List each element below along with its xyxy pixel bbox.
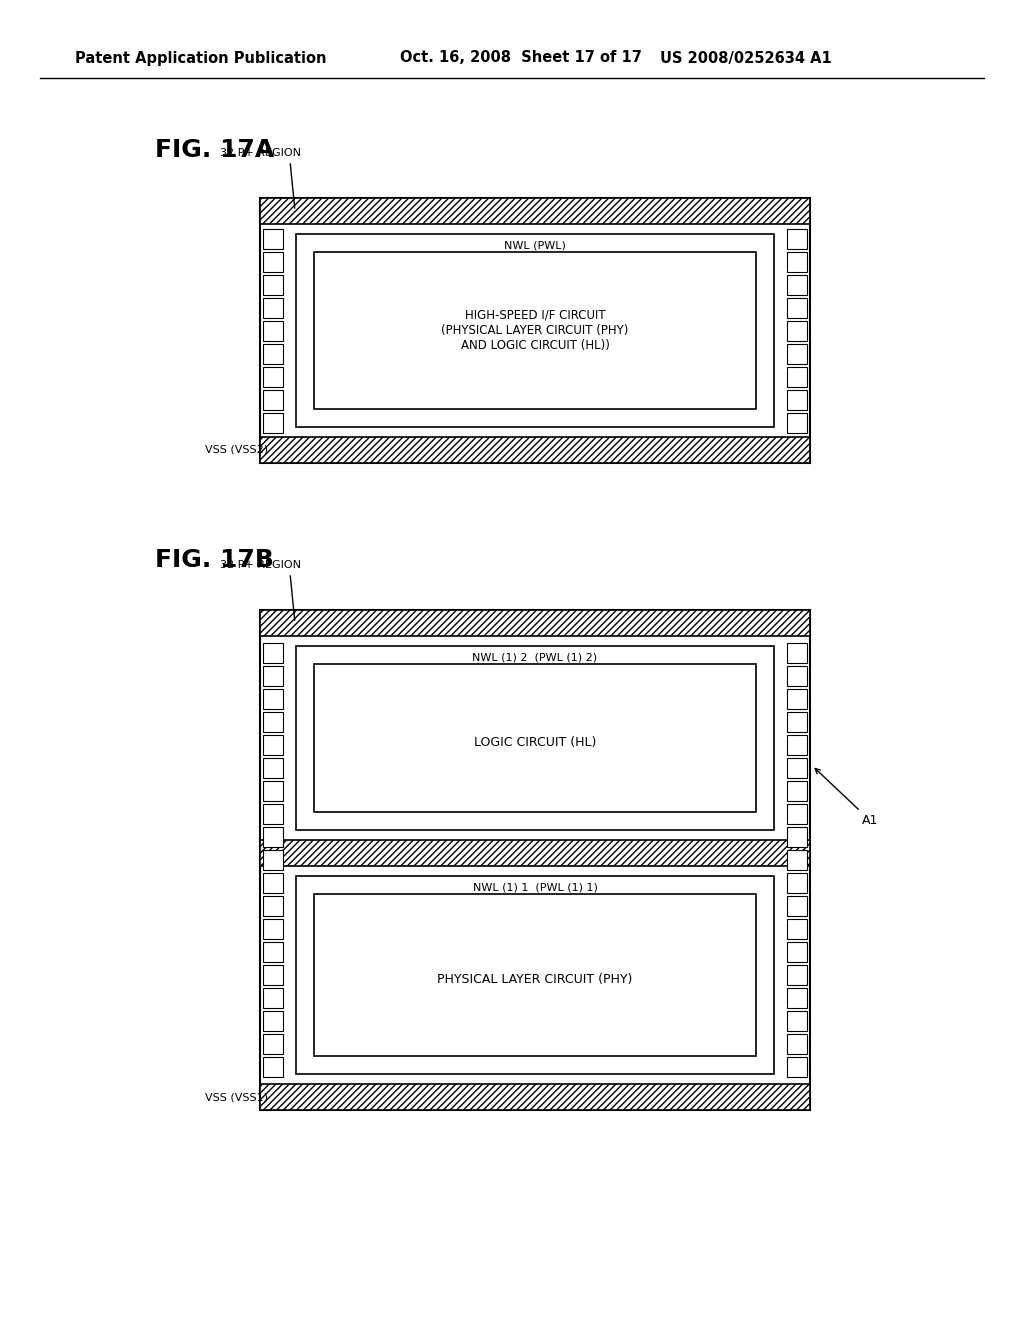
Bar [263, 1034, 283, 1053]
Bar [787, 389, 807, 409]
Bar [263, 667, 283, 686]
Bar [260, 610, 810, 636]
Bar [263, 873, 283, 894]
Bar [260, 437, 810, 463]
Bar [787, 896, 807, 916]
Bar [263, 275, 283, 294]
Text: VSS (VSS1): VSS (VSS1) [205, 1092, 268, 1102]
Text: NWL (PWL): NWL (PWL) [504, 242, 566, 251]
Bar [296, 876, 774, 1074]
Text: NWL (1) 1  (PWL (1) 1): NWL (1) 1 (PWL (1) 1) [472, 883, 597, 892]
Bar [263, 412, 283, 433]
Bar [260, 610, 810, 636]
Bar [260, 437, 810, 463]
Bar [787, 367, 807, 387]
Bar [787, 965, 807, 985]
Bar [787, 873, 807, 894]
Bar [787, 275, 807, 294]
Bar [263, 367, 283, 387]
Bar [263, 758, 283, 777]
Bar [314, 664, 756, 812]
Bar [263, 850, 283, 870]
Bar [263, 828, 283, 847]
Bar [787, 228, 807, 248]
Bar [260, 1084, 810, 1110]
Text: Patent Application Publication: Patent Application Publication [75, 50, 327, 66]
Bar [260, 610, 810, 1110]
Text: LOGIC CIRCUIT (HL): LOGIC CIRCUIT (HL) [474, 737, 596, 750]
Bar [263, 252, 283, 272]
Bar [787, 667, 807, 686]
Bar [787, 781, 807, 801]
Bar [787, 689, 807, 709]
Bar [263, 1057, 283, 1077]
Bar [260, 1084, 810, 1110]
Bar [787, 1011, 807, 1031]
Bar [787, 942, 807, 962]
Bar [296, 234, 774, 426]
Bar [263, 804, 283, 824]
Text: 32 P+ REGION: 32 P+ REGION [220, 148, 301, 158]
Bar [787, 735, 807, 755]
Bar [260, 198, 810, 224]
Bar [787, 804, 807, 824]
Bar [260, 198, 810, 224]
Bar [263, 942, 283, 962]
Bar [787, 412, 807, 433]
Bar [787, 321, 807, 341]
Bar [263, 965, 283, 985]
Bar [260, 840, 810, 866]
Bar [787, 919, 807, 939]
Bar [263, 689, 283, 709]
Bar [787, 828, 807, 847]
Bar [263, 1011, 283, 1031]
Bar [314, 894, 756, 1056]
Text: FIG. 17B: FIG. 17B [155, 548, 273, 572]
Text: FIG. 17A: FIG. 17A [155, 139, 274, 162]
Bar [263, 711, 283, 733]
Bar [260, 198, 810, 463]
Bar [263, 228, 283, 248]
Bar [787, 987, 807, 1008]
Bar [296, 645, 774, 830]
Bar [314, 252, 756, 409]
Bar [787, 850, 807, 870]
Bar [787, 1057, 807, 1077]
Bar [263, 896, 283, 916]
Bar [787, 343, 807, 363]
Bar [263, 297, 283, 318]
Bar [787, 1034, 807, 1053]
Bar [263, 781, 283, 801]
Bar [263, 343, 283, 363]
Bar [263, 735, 283, 755]
Bar [787, 758, 807, 777]
Text: US 2008/0252634 A1: US 2008/0252634 A1 [660, 50, 831, 66]
Text: 32 P+ REGION: 32 P+ REGION [220, 560, 301, 570]
Text: VSS (VSS2): VSS (VSS2) [205, 445, 268, 455]
Bar [263, 643, 283, 663]
Bar [787, 252, 807, 272]
Text: A1: A1 [815, 768, 879, 828]
Bar [263, 321, 283, 341]
Bar [263, 389, 283, 409]
Text: HIGH-SPEED I/F CIRCUIT
(PHYSICAL LAYER CIRCUIT (PHY)
AND LOGIC CIRCUIT (HL)): HIGH-SPEED I/F CIRCUIT (PHYSICAL LAYER C… [441, 309, 629, 352]
Bar [260, 840, 810, 866]
Text: Oct. 16, 2008  Sheet 17 of 17: Oct. 16, 2008 Sheet 17 of 17 [400, 50, 642, 66]
Bar [787, 643, 807, 663]
Text: NWL (1) 2  (PWL (1) 2): NWL (1) 2 (PWL (1) 2) [472, 653, 598, 663]
Bar [263, 987, 283, 1008]
Text: PHYSICAL LAYER CIRCUIT (PHY): PHYSICAL LAYER CIRCUIT (PHY) [437, 973, 633, 986]
Bar [787, 711, 807, 733]
Bar [787, 297, 807, 318]
Bar [263, 919, 283, 939]
